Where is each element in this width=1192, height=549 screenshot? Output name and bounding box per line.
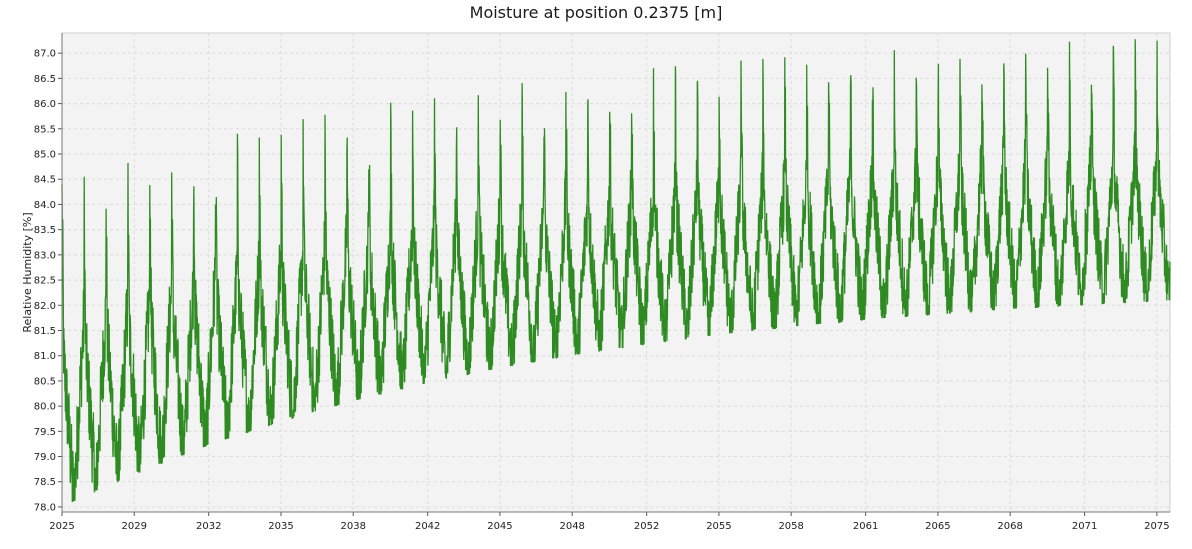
series-line-relative-humidity xyxy=(61,39,1171,503)
x-tick-label: 2038 xyxy=(341,521,366,532)
series-layer xyxy=(61,39,1171,503)
x-tick-label: 2029 xyxy=(122,521,147,532)
axes: 78.0 78.5 79.0 79.5 80.0 80.5 81.0 81.5 82.0 82.5… xyxy=(34,33,1170,532)
y-tick-label: 87.0 xyxy=(34,49,56,60)
y-tick-label: 82.0 xyxy=(34,301,56,312)
y-tick-label: 86.5 xyxy=(34,74,56,85)
y-axis-label: Relative Humidity [%] xyxy=(21,212,34,332)
x-tick-label: 2035 xyxy=(268,521,293,532)
chart-title: Moisture at position 0.2375 [m] xyxy=(469,3,723,22)
y-tick-label: 80.5 xyxy=(34,376,56,387)
x-tick-label: 2052 xyxy=(634,521,659,532)
x-tick-label: 2032 xyxy=(196,521,221,532)
y-tick-label: 84.0 xyxy=(34,200,56,211)
x-tick-label: 2061 xyxy=(853,521,878,532)
x-tick-label: 2055 xyxy=(706,521,731,532)
x-tick-label: 2042 xyxy=(415,521,440,532)
y-tick-label: 81.5 xyxy=(34,326,56,337)
y-tick-label: 83.5 xyxy=(34,225,56,236)
y-tick-label: 85.0 xyxy=(34,150,56,161)
y-tick-label: 80.0 xyxy=(34,402,56,413)
y-tick-label: 78.5 xyxy=(34,477,56,488)
y-tick-label: 84.5 xyxy=(34,175,56,186)
y-tick-label: 79.0 xyxy=(34,452,56,463)
x-tick-label: 2071 xyxy=(1072,521,1097,532)
y-tick-label: 79.5 xyxy=(34,427,56,438)
y-tick-label: 78.0 xyxy=(34,502,56,513)
y-tick-label: 81.0 xyxy=(34,351,56,362)
x-tick-label: 2065 xyxy=(925,521,950,532)
y-tick-label: 83.0 xyxy=(34,250,56,261)
x-tick-label: 2075 xyxy=(1144,521,1169,532)
x-tick-label: 2068 xyxy=(997,521,1022,532)
y-tick-label: 86.0 xyxy=(34,99,56,110)
x-tick-label: 2025 xyxy=(49,521,74,532)
x-tick-label: 2045 xyxy=(487,521,512,532)
y-tick-label: 82.5 xyxy=(34,276,56,287)
x-tick-label: 2048 xyxy=(559,521,584,532)
y-tick-label: 85.5 xyxy=(34,124,56,135)
x-tick-label: 2058 xyxy=(778,521,803,532)
